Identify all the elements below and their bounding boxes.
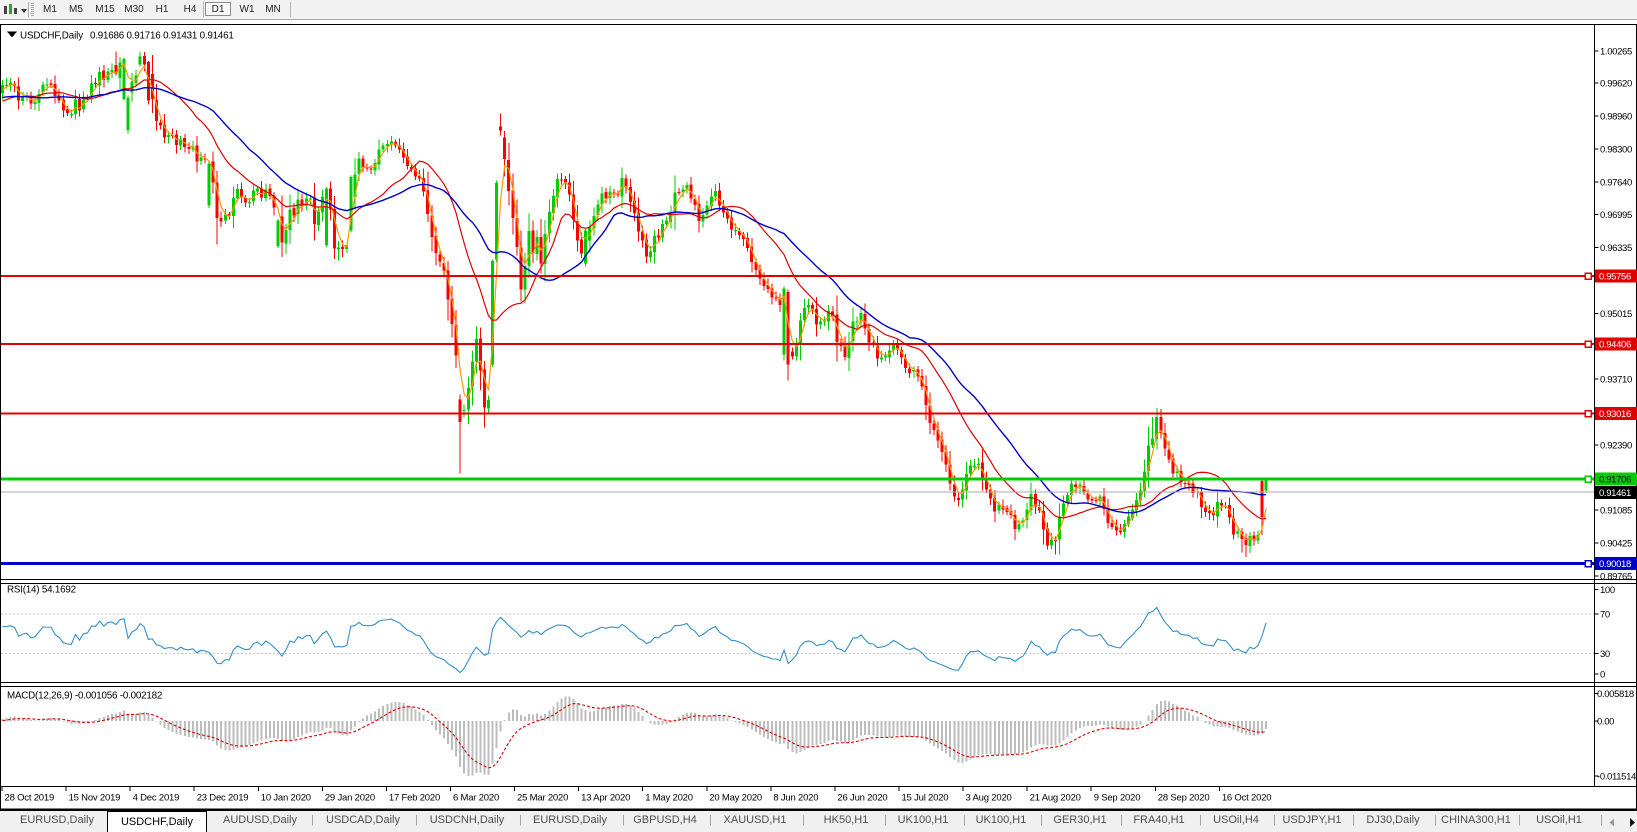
svg-text:25 Mar 2020: 25 Mar 2020 xyxy=(517,793,568,804)
svg-text:26 Jun 2020: 26 Jun 2020 xyxy=(837,793,887,804)
svg-text:6 Mar 2020: 6 Mar 2020 xyxy=(453,793,499,804)
svg-text:0.91085: 0.91085 xyxy=(1600,506,1632,517)
svg-text:9 Sep 2020: 9 Sep 2020 xyxy=(1094,793,1141,804)
svg-text:0.95015: 0.95015 xyxy=(1600,309,1632,320)
svg-text:0.92390: 0.92390 xyxy=(1600,440,1632,451)
svg-text:4 Dec 2019: 4 Dec 2019 xyxy=(133,793,180,804)
svg-text:0.90018: 0.90018 xyxy=(1599,559,1631,570)
svg-text:28 Sep 2020: 28 Sep 2020 xyxy=(1158,793,1210,804)
svg-text:30: 30 xyxy=(1600,649,1610,660)
svg-text:0.91461: 0.91461 xyxy=(1599,488,1631,499)
svg-text:70: 70 xyxy=(1600,610,1610,621)
svg-text:0.96335: 0.96335 xyxy=(1600,243,1632,254)
svg-text:28 Oct 2019: 28 Oct 2019 xyxy=(5,793,55,804)
svg-text:0: 0 xyxy=(1600,670,1605,681)
svg-text:0.94406: 0.94406 xyxy=(1599,340,1631,351)
svg-text:8 Jun 2020: 8 Jun 2020 xyxy=(773,793,818,804)
svg-text:1 May 2020: 1 May 2020 xyxy=(645,793,693,804)
svg-text:10 Jan 2020: 10 Jan 2020 xyxy=(261,793,311,804)
svg-text:29 Jan 2020: 29 Jan 2020 xyxy=(325,793,375,804)
svg-text:0.99620: 0.99620 xyxy=(1600,79,1632,90)
svg-text:15 Nov 2019: 15 Nov 2019 xyxy=(69,793,121,804)
svg-text:MACD(12,26,9) -0.001056 -0.002: MACD(12,26,9) -0.001056 -0.002182 xyxy=(7,691,162,702)
svg-text:0.93016: 0.93016 xyxy=(1599,409,1631,420)
svg-text:RSI(14) 54.1692: RSI(14) 54.1692 xyxy=(7,585,76,596)
svg-text:23 Dec 2019: 23 Dec 2019 xyxy=(197,793,249,804)
svg-text:16 Oct 2020: 16 Oct 2020 xyxy=(1222,793,1272,804)
svg-text:0.93710: 0.93710 xyxy=(1600,374,1632,385)
svg-text:17 Feb 2020: 17 Feb 2020 xyxy=(389,793,440,804)
svg-text:20 May 2020: 20 May 2020 xyxy=(709,793,762,804)
svg-text:3 Aug 2020: 3 Aug 2020 xyxy=(966,793,1012,804)
svg-text:0.005818: 0.005818 xyxy=(1597,689,1634,700)
svg-text:0.96995: 0.96995 xyxy=(1600,210,1632,221)
svg-text:0.91686 0.91716 0.91431 0.9146: 0.91686 0.91716 0.91431 0.91461 xyxy=(90,31,234,42)
svg-text:0.90425: 0.90425 xyxy=(1600,539,1632,550)
svg-text:100: 100 xyxy=(1600,585,1615,596)
svg-text:0.91706: 0.91706 xyxy=(1599,475,1631,486)
svg-text:0.98960: 0.98960 xyxy=(1600,112,1632,123)
svg-text:0.95756: 0.95756 xyxy=(1599,272,1631,283)
svg-text:0.00: 0.00 xyxy=(1597,717,1614,728)
svg-text:0.97640: 0.97640 xyxy=(1600,178,1632,189)
svg-text:0.98300: 0.98300 xyxy=(1600,145,1632,156)
svg-text:21 Aug 2020: 21 Aug 2020 xyxy=(1030,793,1081,804)
svg-text:-0.011514: -0.011514 xyxy=(1597,772,1636,783)
svg-text:15 Jul 2020: 15 Jul 2020 xyxy=(901,793,948,804)
svg-text:USDCHF,Daily: USDCHF,Daily xyxy=(20,31,83,42)
svg-text:0.89765: 0.89765 xyxy=(1600,572,1632,583)
svg-text:1.00265: 1.00265 xyxy=(1600,47,1632,58)
svg-text:13 Apr 2020: 13 Apr 2020 xyxy=(581,793,630,804)
